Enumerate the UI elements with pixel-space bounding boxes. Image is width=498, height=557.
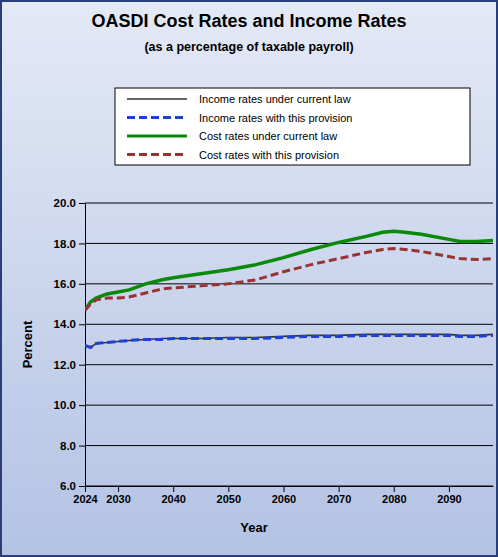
grid — [85, 203, 493, 486]
lines — [85, 231, 493, 347]
tick-mark — [449, 486, 450, 492]
tick: 10.0 — [54, 399, 85, 411]
legend-label: Income rates under current law — [199, 93, 351, 105]
tick-mark — [79, 446, 85, 447]
tick-label: 10.0 — [54, 399, 76, 411]
tick: 2030 — [106, 486, 130, 505]
grid-line — [85, 324, 493, 325]
tick-mark — [228, 486, 229, 492]
series-line — [85, 248, 493, 310]
tick-label: 8.0 — [60, 440, 76, 452]
tick-label: 2090 — [437, 493, 461, 505]
tick: 8.0 — [60, 440, 85, 452]
tick: 18.0 — [54, 238, 85, 250]
legend-swatch — [127, 98, 187, 100]
tick-label: 14.0 — [54, 318, 76, 330]
y-axis-title: Percent — [20, 320, 35, 368]
tick-mark — [79, 324, 85, 325]
legend-label: Cost rates under current law — [199, 130, 337, 142]
x-axis-title: Year — [240, 520, 267, 535]
tick-label: 6.0 — [60, 480, 76, 492]
tick-mark — [283, 486, 284, 492]
tick-mark — [118, 486, 119, 492]
tick: 12.0 — [54, 359, 85, 371]
legend-box — [115, 88, 470, 165]
tick-mark — [394, 486, 395, 492]
legend-swatch — [127, 135, 187, 138]
tick-mark — [79, 405, 85, 406]
tick: 6.0 — [60, 480, 85, 492]
grid-line — [85, 405, 493, 406]
legend-label: Cost rates with this provision — [199, 149, 339, 161]
x-axis: 2024 2030 2040 2050 2060 2070 2080 2090 — [73, 486, 493, 505]
chart: OASDI Cost Rates and Income Rates (as a p… — [0, 0, 498, 557]
tick-mark — [79, 486, 85, 487]
tick-label: 2070 — [327, 493, 351, 505]
grid-line — [85, 445, 493, 446]
tick: 2060 — [272, 486, 296, 505]
tick-label: 2024 — [73, 493, 98, 505]
tick: 2040 — [161, 486, 185, 505]
series-line — [85, 231, 493, 310]
tick-mark — [85, 486, 86, 492]
tick-mark — [79, 243, 85, 244]
tick: 2070 — [327, 486, 351, 505]
background — [1, 1, 497, 556]
series-line — [85, 335, 493, 347]
grid-line — [85, 364, 493, 365]
legend-label: Income rates with this provision — [199, 112, 352, 124]
tick-label: 2030 — [106, 493, 130, 505]
tick-mark — [339, 486, 340, 492]
tick-label: 2050 — [217, 493, 241, 505]
tick-label: 12.0 — [54, 359, 76, 371]
tick-label: 2040 — [161, 493, 185, 505]
grid-line — [85, 486, 493, 487]
tick: 14.0 — [54, 318, 85, 330]
tick-label: 18.0 — [54, 238, 76, 250]
tick-mark — [79, 203, 85, 204]
legend-swatch — [127, 153, 187, 156]
tick-label: 16.0 — [54, 278, 76, 290]
tick: 2090 — [437, 486, 461, 505]
tick-mark — [79, 284, 85, 285]
title: OASDI Cost Rates and Income Rates — [91, 11, 406, 31]
tick-mark — [79, 365, 85, 366]
tick: 16.0 — [54, 278, 85, 290]
tick: 2080 — [382, 486, 406, 505]
series-line — [85, 334, 493, 347]
grid-line — [85, 203, 493, 204]
tick: 20.0 — [54, 197, 85, 209]
tick-mark — [173, 486, 174, 492]
legend: Income rates under current law Income rat… — [115, 88, 470, 165]
grid-line — [85, 243, 493, 244]
tick-label: 2080 — [382, 493, 406, 505]
legend-swatch — [127, 116, 187, 119]
subtitle: (as a percentage of taxable payroll) — [144, 40, 353, 54]
axis-line — [86, 486, 494, 487]
plot: 6.08.010.012.014.016.018.020.02024203020… — [54, 197, 494, 505]
y-axis: 6.0 8.0 10.0 12.0 14.0 16.0 18.0 20.0 — [54, 197, 86, 492]
tick-label: 20.0 — [54, 197, 76, 209]
tick: 2050 — [217, 486, 241, 505]
tick-label: 2060 — [272, 493, 296, 505]
tick: 2024 — [73, 486, 98, 505]
